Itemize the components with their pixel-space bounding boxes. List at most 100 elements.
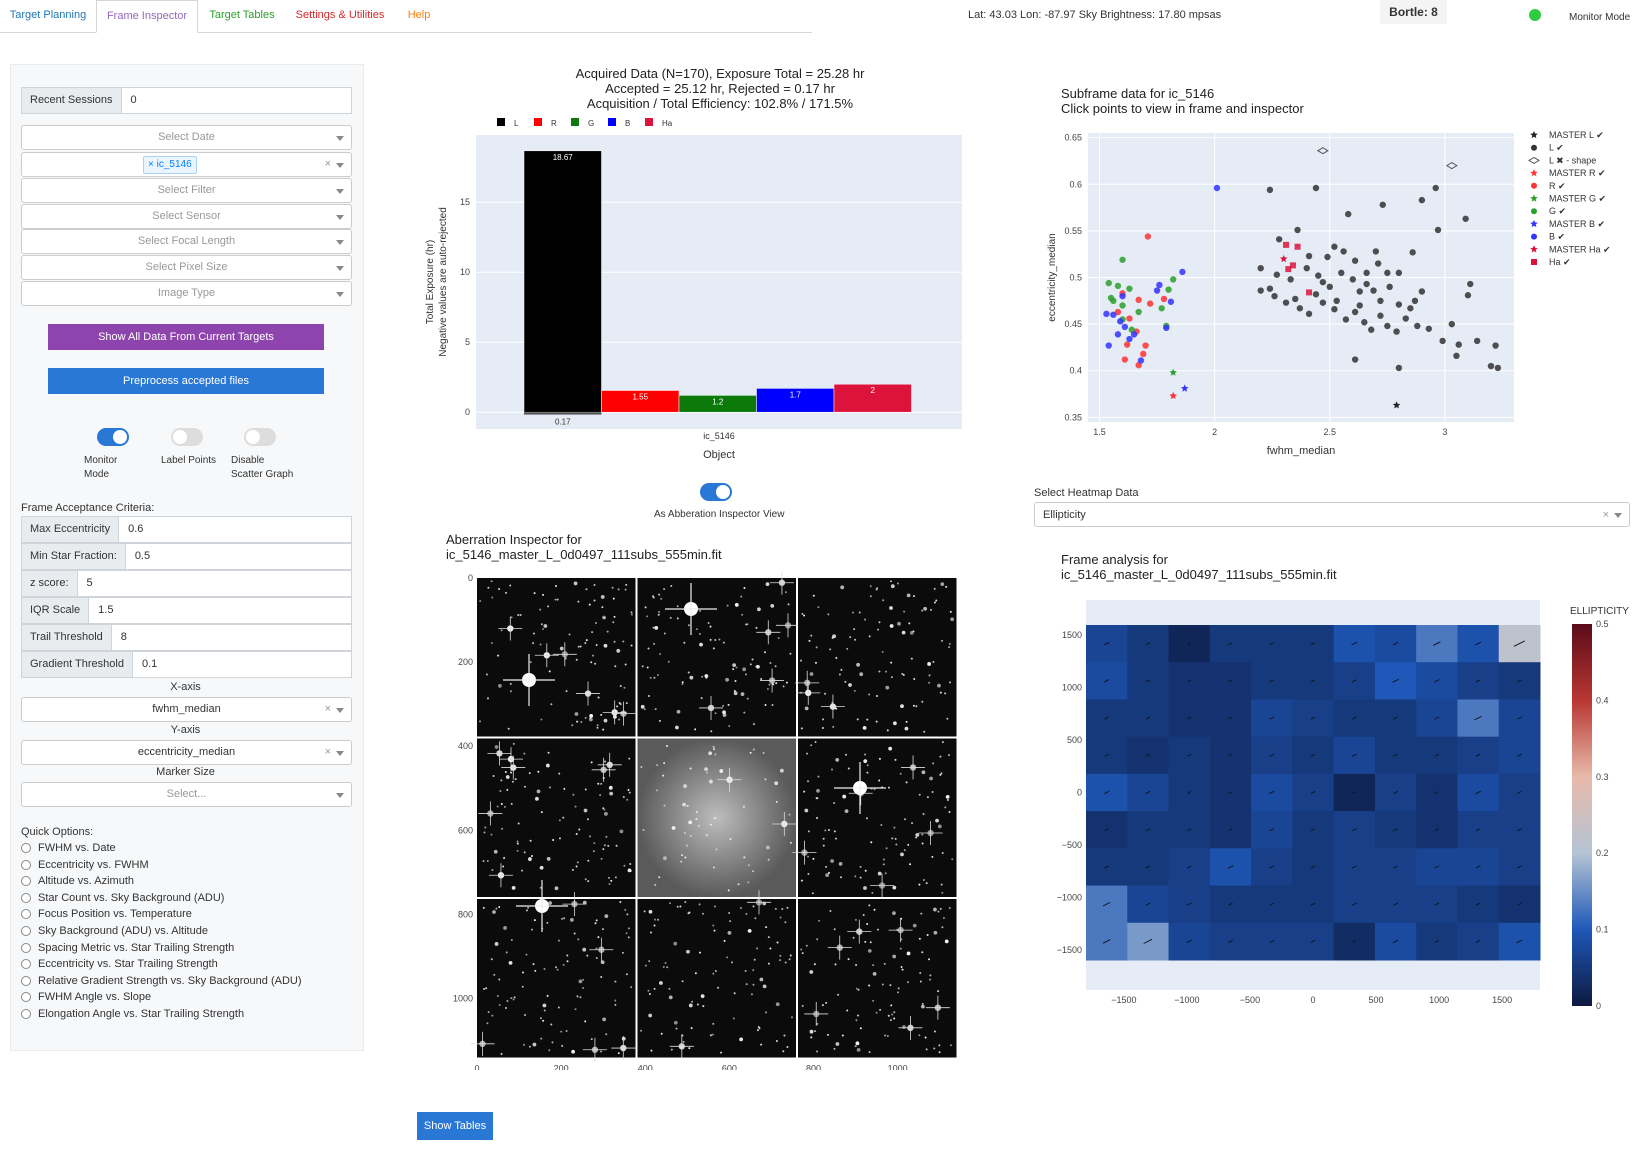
select-filter-dropdown[interactable]: Select Filter: [21, 178, 352, 203]
star: [890, 676, 893, 679]
criteria-value[interactable]: 0.5: [134, 550, 151, 562]
clear-icon[interactable]: ×: [324, 158, 331, 170]
criteria-trail-threshold[interactable]: Trail Threshold 8: [21, 624, 352, 651]
quick-option-radio[interactable]: Elongation Angle vs. Star Trailing Stren…: [21, 1008, 244, 1020]
tab-frame-inspector[interactable]: Frame Inspector: [96, 0, 198, 33]
tab-settings-utilities[interactable]: Settings & Utilities: [290, 0, 390, 31]
show-all-data-button[interactable]: Show All Data From Current Targets: [48, 324, 324, 350]
marker-size-dropdown[interactable]: Select...: [21, 782, 352, 807]
star: [647, 989, 650, 992]
quick-option-radio[interactable]: Focus Position vs. Temperature: [21, 908, 192, 920]
star: [903, 849, 906, 852]
ellipticity-vector: [1352, 940, 1357, 943]
select-focal-length-dropdown[interactable]: Select Focal Length: [21, 229, 352, 254]
star: [570, 917, 574, 922]
star: [584, 716, 587, 719]
tab-target-planning[interactable]: Target Planning: [0, 0, 96, 31]
star: [695, 628, 698, 631]
point-L ✔: [1418, 288, 1426, 295]
quick-option-radio[interactable]: FWHM Angle vs. Slope: [21, 991, 151, 1003]
criteria-value[interactable]: 0.1: [141, 658, 158, 670]
ellipticity-vector: [1513, 640, 1525, 647]
quick-option-radio[interactable]: Eccentricity vs. FWHM: [21, 859, 149, 871]
radio-circle[interactable]: [21, 859, 31, 870]
ellipticity-vector: [1434, 791, 1439, 794]
quick-option-radio[interactable]: FWHM vs. Date: [21, 842, 116, 854]
star: [606, 630, 609, 633]
heatmap-title-line2: ic_5146_master_L_0d0497_111subs_555min.f…: [1061, 567, 1337, 582]
radio-circle[interactable]: [21, 926, 31, 936]
star: [624, 663, 627, 666]
clear-icon[interactable]: ×: [1602, 509, 1609, 521]
star: [653, 924, 656, 927]
criteria-z-score[interactable]: z score: 5: [21, 570, 352, 597]
image-type-dropdown[interactable]: Image Type: [21, 281, 352, 306]
criteria-gradient-threshold[interactable]: Gradient Threshold 0.1: [21, 651, 352, 678]
star: [668, 902, 671, 905]
heatmap-chart[interactable]: −1500 −1000 −500 0 500 1000 1500 1500 1000 500 0 −5…: [1040, 590, 1637, 1040]
criteria-value[interactable]: 5: [86, 577, 93, 589]
quick-option-radio[interactable]: Sky Background (ADU) vs. Altitude: [21, 925, 208, 937]
star: [847, 958, 850, 961]
star: [707, 622, 710, 625]
show-tables-button[interactable]: Show Tables: [417, 1112, 493, 1140]
criteria-value[interactable]: 1.5: [98, 604, 114, 616]
disable-scatter-toggle[interactable]: [244, 428, 276, 446]
star: [832, 725, 835, 728]
scatter-title: Subframe data for ic_5146 Click points t…: [1061, 86, 1304, 116]
star: [667, 660, 670, 663]
heatmap-data-dropdown[interactable]: Ellipticity ×: [1034, 502, 1630, 527]
quick-option-radio[interactable]: Eccentricity vs. Star Trailing Strength: [21, 958, 218, 970]
quick-option-radio[interactable]: Altitude vs. Azimuth: [21, 875, 134, 887]
star: [712, 1022, 715, 1025]
monitor-mode-toggle[interactable]: [97, 428, 129, 446]
radio-circle[interactable]: [21, 959, 31, 970]
select-sensor-dropdown[interactable]: Select Sensor: [21, 204, 352, 229]
target-dropdown[interactable]: × ic_5146 ×: [21, 152, 352, 177]
criteria-value[interactable]: 8: [120, 631, 127, 643]
colorbar-tick-label: 0.1: [1596, 925, 1609, 935]
clear-icon[interactable]: ×: [324, 746, 331, 758]
radio-circle[interactable]: [21, 992, 31, 1003]
recent-sessions-field[interactable]: Recent Sessions 0: [21, 87, 352, 114]
radio-circle[interactable]: [21, 892, 31, 903]
radio-circle[interactable]: [21, 1009, 31, 1019]
criteria-min-star-fraction[interactable]: Min Star Fraction: 0.5: [21, 543, 352, 570]
radio-circle[interactable]: [21, 876, 31, 887]
close-icon[interactable]: ×: [148, 159, 154, 170]
select-pixel-size-dropdown[interactable]: Select Pixel Size: [21, 255, 352, 280]
point-L ✔: [1287, 276, 1294, 283]
star: [784, 961, 787, 964]
tab-help[interactable]: Help: [396, 0, 442, 31]
quick-option-radio[interactable]: Spacing Metric vs. Star Trailing Strengt…: [21, 942, 234, 954]
scatter-plot[interactable]: 1.5 2 2.5 3 0.35 0.4 0.45 0.5 0.55 0.6 0.65 MASTER …: [1040, 125, 1637, 465]
star: [881, 650, 884, 653]
criteria-iqr-scale[interactable]: IQR Scale 1.5: [21, 597, 352, 624]
preprocess-button[interactable]: Preprocess accepted files: [48, 368, 324, 394]
bar-chart[interactable]: 0 5 10 15 L R G B Ha 18.67 0.17 1.55 1.2 1.7 2 ic_5146 O…: [400, 112, 970, 462]
radio-circle[interactable]: [21, 975, 31, 986]
target-tag[interactable]: × ic_5146: [143, 156, 197, 174]
clear-icon[interactable]: ×: [324, 703, 331, 715]
x-axis-dropdown[interactable]: fwhm_median ×: [21, 697, 352, 722]
aberration-inspector[interactable]: 0 200 400 600 800 1000 0 200 400 600 800 1000: [430, 565, 960, 1070]
radio-circle[interactable]: [21, 843, 31, 853]
star: [899, 947, 902, 950]
quick-option-radio[interactable]: Star Count vs. Sky Background (ADU): [21, 892, 224, 904]
criteria-max-eccentricity[interactable]: Max Eccentricity 0.6: [21, 516, 352, 543]
label-points-toggle[interactable]: [171, 428, 203, 446]
recent-sessions-value[interactable]: 0: [130, 94, 137, 106]
criteria-value[interactable]: 0.6: [128, 523, 144, 535]
disable-scatter-toggle-label: Disable Scatter Graph: [231, 455, 294, 480]
select-date-dropdown[interactable]: Select Date: [21, 125, 352, 150]
star: [807, 780, 810, 783]
star: [709, 625, 712, 628]
star: [558, 772, 561, 775]
radio-circle[interactable]: [21, 942, 31, 953]
y-axis-dropdown[interactable]: eccentricity_median ×: [21, 740, 352, 765]
quick-option-radio[interactable]: Relative Gradient Strength vs. Sky Backg…: [21, 975, 302, 987]
tab-target-tables[interactable]: Target Tables: [200, 0, 284, 31]
radio-circle[interactable]: [21, 909, 31, 920]
aberration-view-toggle[interactable]: [700, 483, 732, 501]
star: [765, 582, 770, 587]
